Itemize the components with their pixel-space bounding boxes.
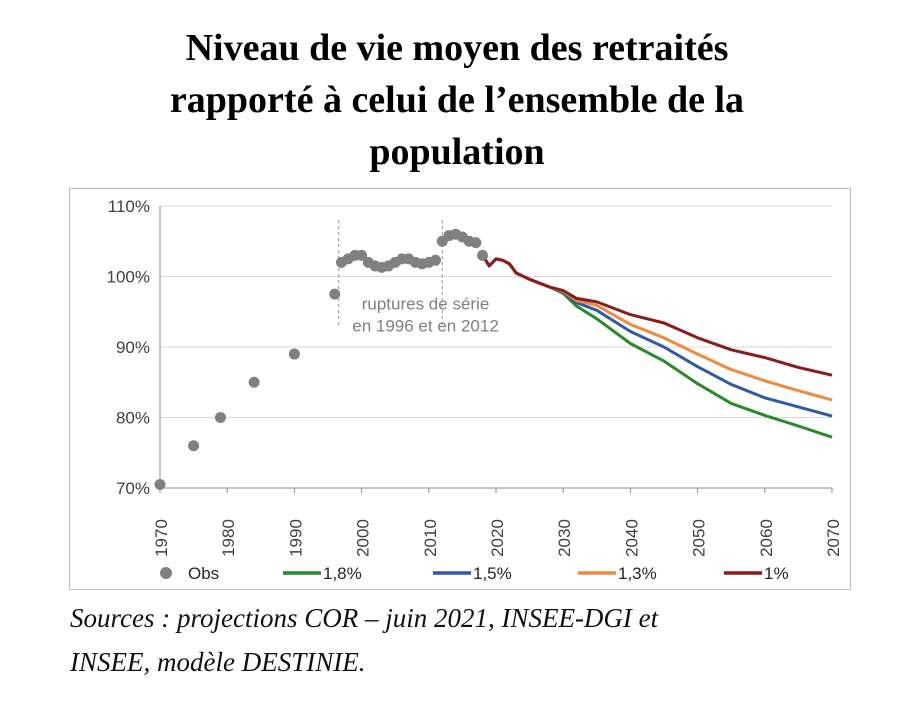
legend-marker-obs	[160, 567, 172, 579]
x-tick-label: 1980	[219, 519, 238, 557]
y-tick-label: 90%	[116, 338, 150, 357]
title-line-2: rapporté à celui de l’ensemble de la	[169, 79, 745, 121]
data-point-obs	[214, 412, 226, 423]
x-tick-label: 1970	[152, 519, 171, 557]
source-note: Sources : projections COR – juin 2021, I…	[70, 596, 870, 684]
data-point-obs	[188, 440, 200, 452]
data-point-obs	[470, 237, 482, 249]
annotation-text: ruptures de série	[362, 295, 490, 314]
series-line	[481, 254, 833, 402]
data-point-obs	[248, 376, 260, 388]
x-tick-label: 2040	[622, 519, 641, 557]
y-tick-label: 80%	[116, 409, 150, 428]
x-tick-label: 2070	[824, 519, 843, 557]
chart-title: Niveau de vie moyen des retraités rappor…	[0, 22, 914, 178]
source-line-2: INSEE, modèle DESTINIE.	[70, 647, 366, 677]
legend-label: 1,5%	[473, 564, 512, 583]
title-line-3: population	[369, 131, 545, 173]
title-line-1: Niveau de vie moyen des retraités	[185, 27, 729, 69]
source-line-1: Sources : projections COR – juin 2021, I…	[70, 603, 659, 633]
data-point-obs	[430, 254, 442, 266]
x-tick-label: 2050	[690, 519, 709, 557]
data-point-obs	[477, 249, 489, 261]
data-point-obs	[356, 249, 368, 261]
legend-label: Obs	[188, 564, 219, 583]
legend-label: 1,3%	[618, 564, 657, 583]
data-point-obs	[288, 348, 300, 360]
data-point-obs	[329, 288, 341, 300]
y-tick-label: 70%	[116, 479, 150, 498]
series-line	[481, 254, 833, 377]
y-tick-label: 110%	[108, 197, 150, 216]
y-tick-label: 100%	[107, 268, 150, 287]
x-tick-label: 2060	[757, 519, 776, 557]
x-tick-label: 1990	[286, 519, 305, 557]
annotation-text: en 1996 et en 2012	[352, 316, 499, 335]
legend-label: 1,8%	[323, 564, 362, 583]
chart-frame	[69, 188, 851, 590]
data-point-obs	[154, 478, 166, 490]
x-tick-label: 2020	[488, 519, 507, 557]
x-tick-label: 2010	[421, 519, 440, 557]
x-tick-label: 2030	[555, 519, 574, 557]
legend-label: 1%	[764, 564, 789, 583]
x-tick-label: 2000	[354, 519, 373, 557]
